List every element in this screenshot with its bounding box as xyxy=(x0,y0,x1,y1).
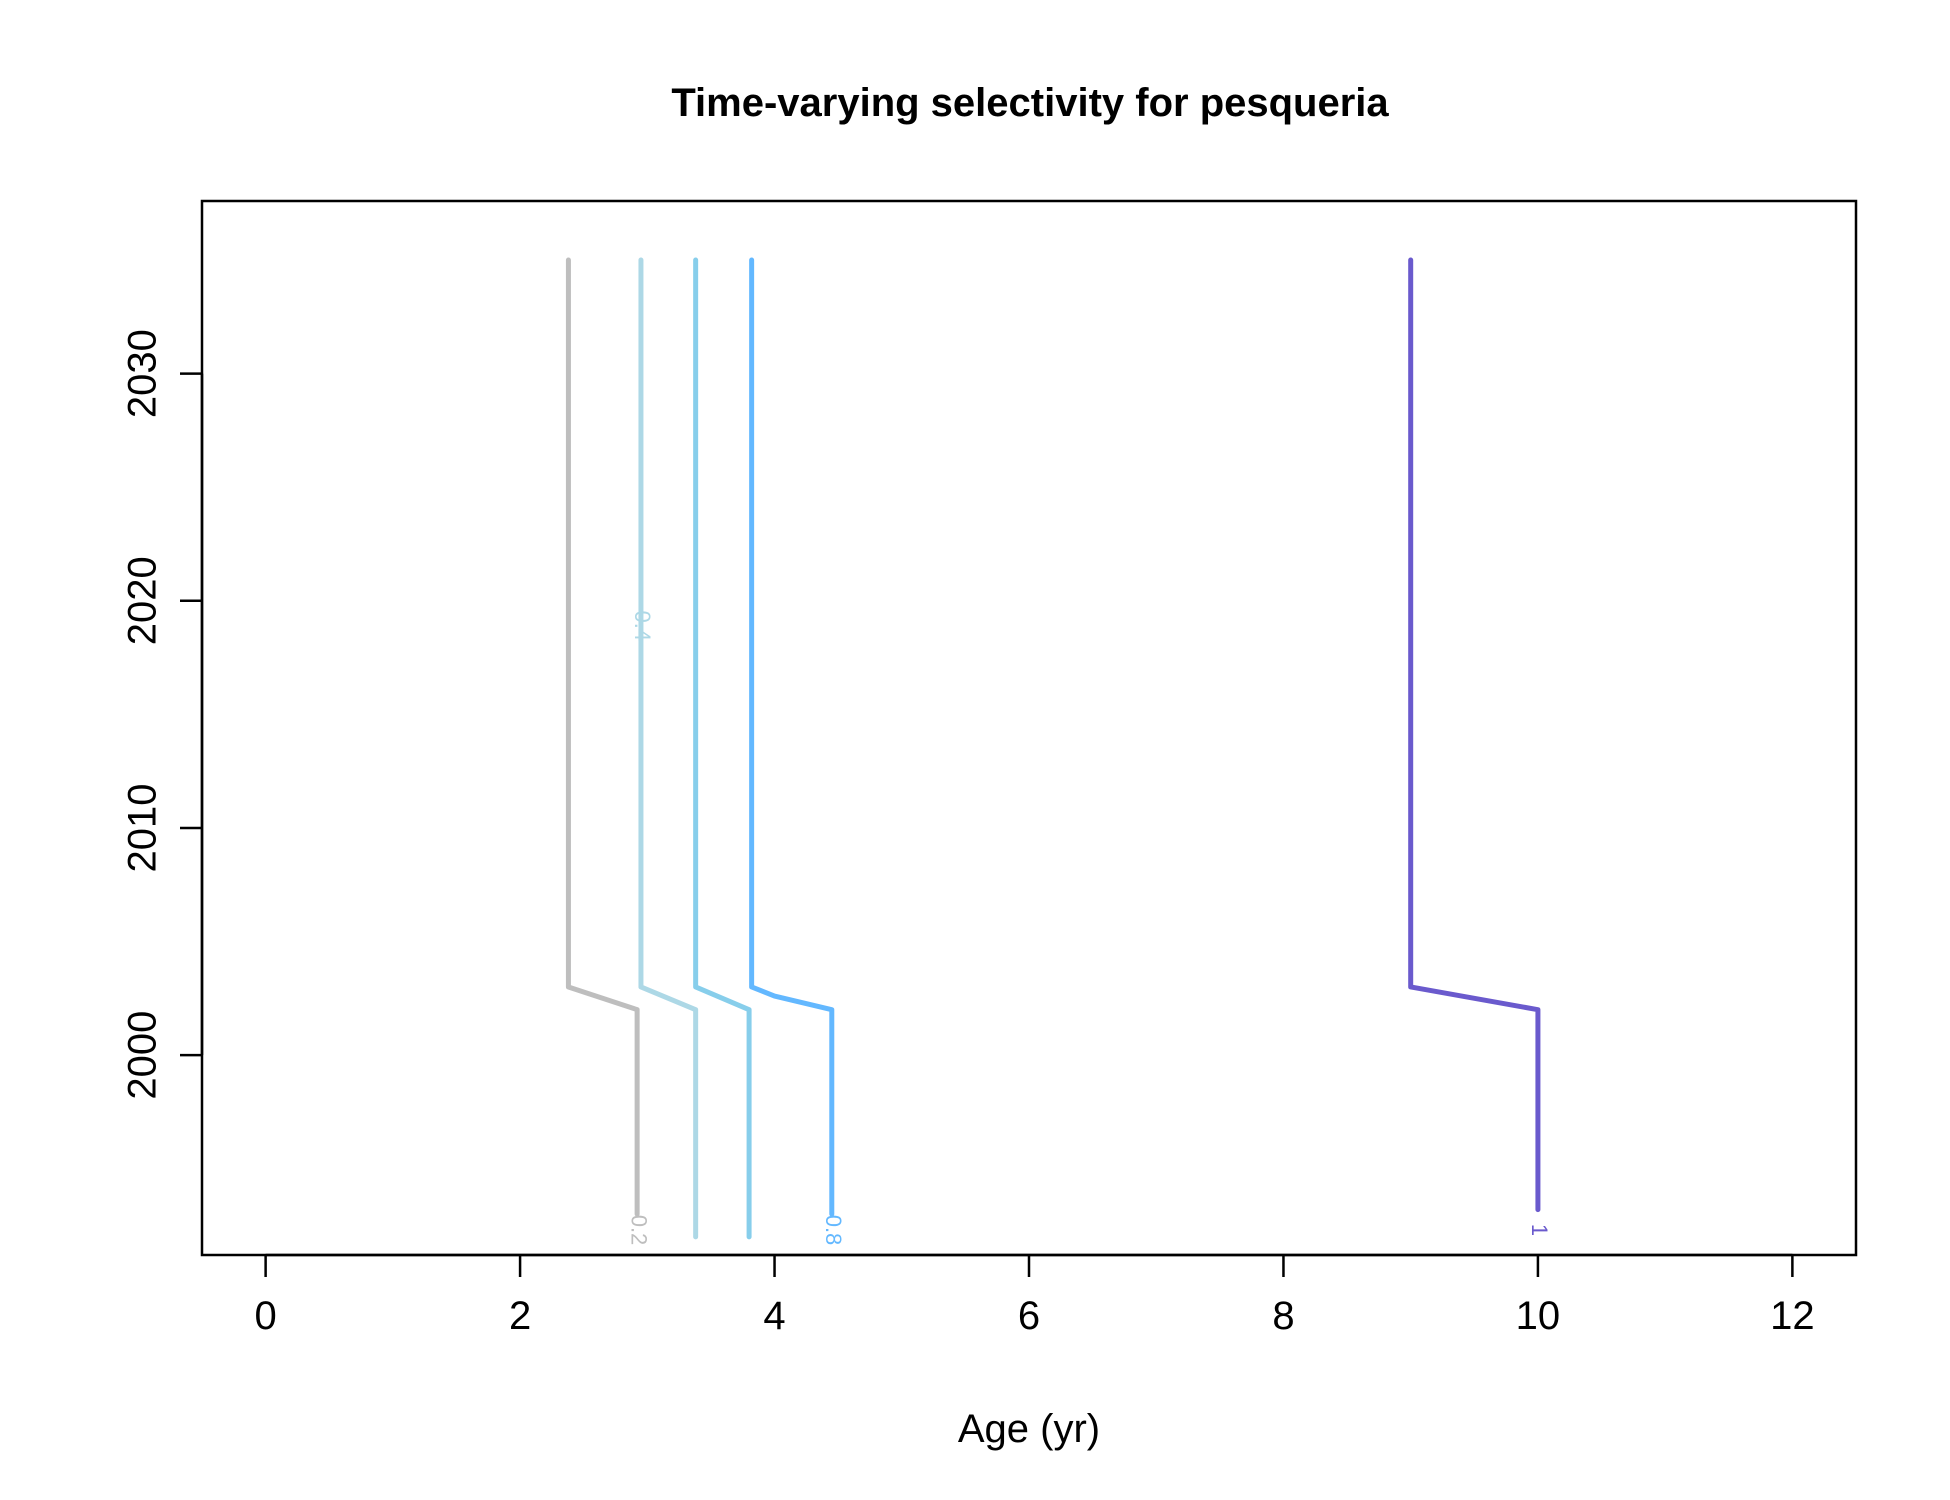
y-tick-label: 2010 xyxy=(121,783,165,872)
x-tick-label: 6 xyxy=(1018,1294,1040,1338)
x-tick-label: 12 xyxy=(1770,1294,1815,1338)
x-axis: 0 2 4 6 8 10 12 xyxy=(254,1253,1815,1338)
series-line-2 xyxy=(638,257,699,1240)
x-tick-label: 8 xyxy=(1272,1294,1294,1338)
y-tick-label: 2000 xyxy=(121,1011,165,1100)
series-line-3 xyxy=(693,257,752,1240)
y-tick-label: 2030 xyxy=(121,329,165,418)
x-tick-label: 2 xyxy=(509,1294,531,1338)
x-tick-label: 10 xyxy=(1516,1294,1561,1338)
contour-label-2: 0.4 xyxy=(630,610,655,641)
x-tick-label: 4 xyxy=(763,1294,785,1338)
x-tick-label: 0 xyxy=(254,1294,276,1338)
series-line-1 xyxy=(565,257,640,1217)
series-layer: 0.2 0.4 0.8 1 xyxy=(565,257,1552,1246)
series-line-5 xyxy=(1408,257,1541,1213)
chart-title: Time-varying selectivity for pesqueria xyxy=(671,81,1389,125)
plot-frame xyxy=(200,199,1858,1257)
series-line-4 xyxy=(749,257,835,1217)
x-axis-label: Age (yr) xyxy=(958,1407,1100,1451)
y-axis: 2000 2010 2020 2030 xyxy=(121,329,204,1100)
contour-label-1: 0.2 xyxy=(626,1215,651,1246)
contour-label-4: 0.8 xyxy=(821,1215,846,1246)
y-tick-label: 2020 xyxy=(121,556,165,645)
contour-label-5: 1 xyxy=(1527,1224,1552,1236)
